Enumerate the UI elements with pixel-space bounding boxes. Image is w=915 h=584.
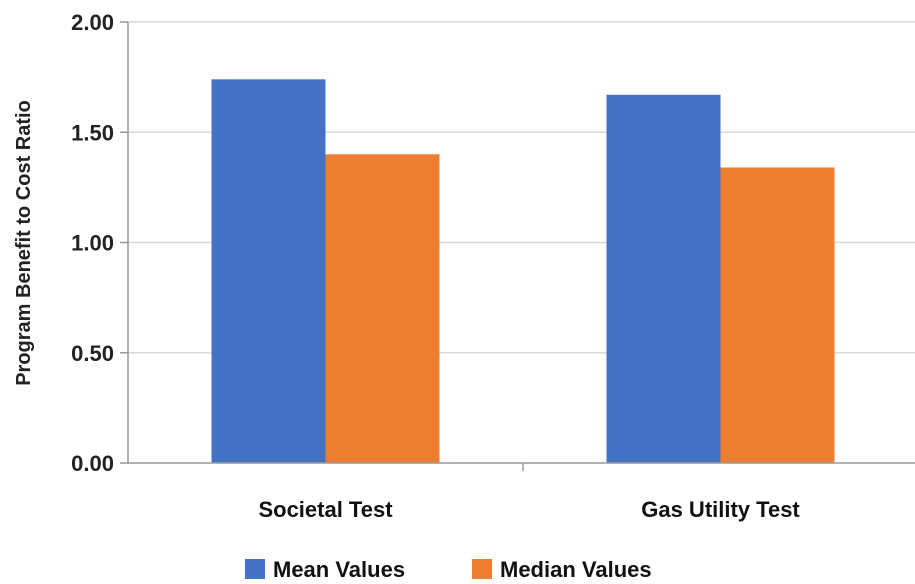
y-tick-label: 1.50 bbox=[71, 120, 114, 145]
bar-mean-values bbox=[211, 79, 326, 463]
y-tick-labels: 0.00 0.50 1.00 1.50 2.00 bbox=[71, 10, 114, 476]
x-category-label: Societal Test bbox=[258, 497, 393, 522]
x-category-label: Gas Utility Test bbox=[641, 497, 800, 522]
bar-median-values bbox=[325, 154, 440, 464]
axes bbox=[127, 22, 915, 471]
legend-label: Median Values bbox=[500, 557, 652, 582]
x-category-labels: Societal Test Gas Utility Test bbox=[258, 497, 800, 522]
y-tick-label: 2.00 bbox=[71, 10, 114, 35]
bar-mean-values bbox=[606, 94, 721, 463]
y-tick-label: 0.50 bbox=[71, 341, 114, 366]
y-tick-label: 1.00 bbox=[71, 231, 114, 256]
legend-swatch bbox=[245, 559, 265, 579]
bar-median-values bbox=[720, 167, 835, 463]
legend-label: Mean Values bbox=[273, 557, 405, 582]
legend-swatch bbox=[472, 559, 492, 579]
y-tick-label: 0.00 bbox=[71, 451, 114, 476]
y-axis-title: Program Benefit to Cost Ratio bbox=[13, 100, 35, 386]
bars bbox=[211, 79, 835, 464]
legend: Mean Values Median Values bbox=[245, 557, 652, 582]
